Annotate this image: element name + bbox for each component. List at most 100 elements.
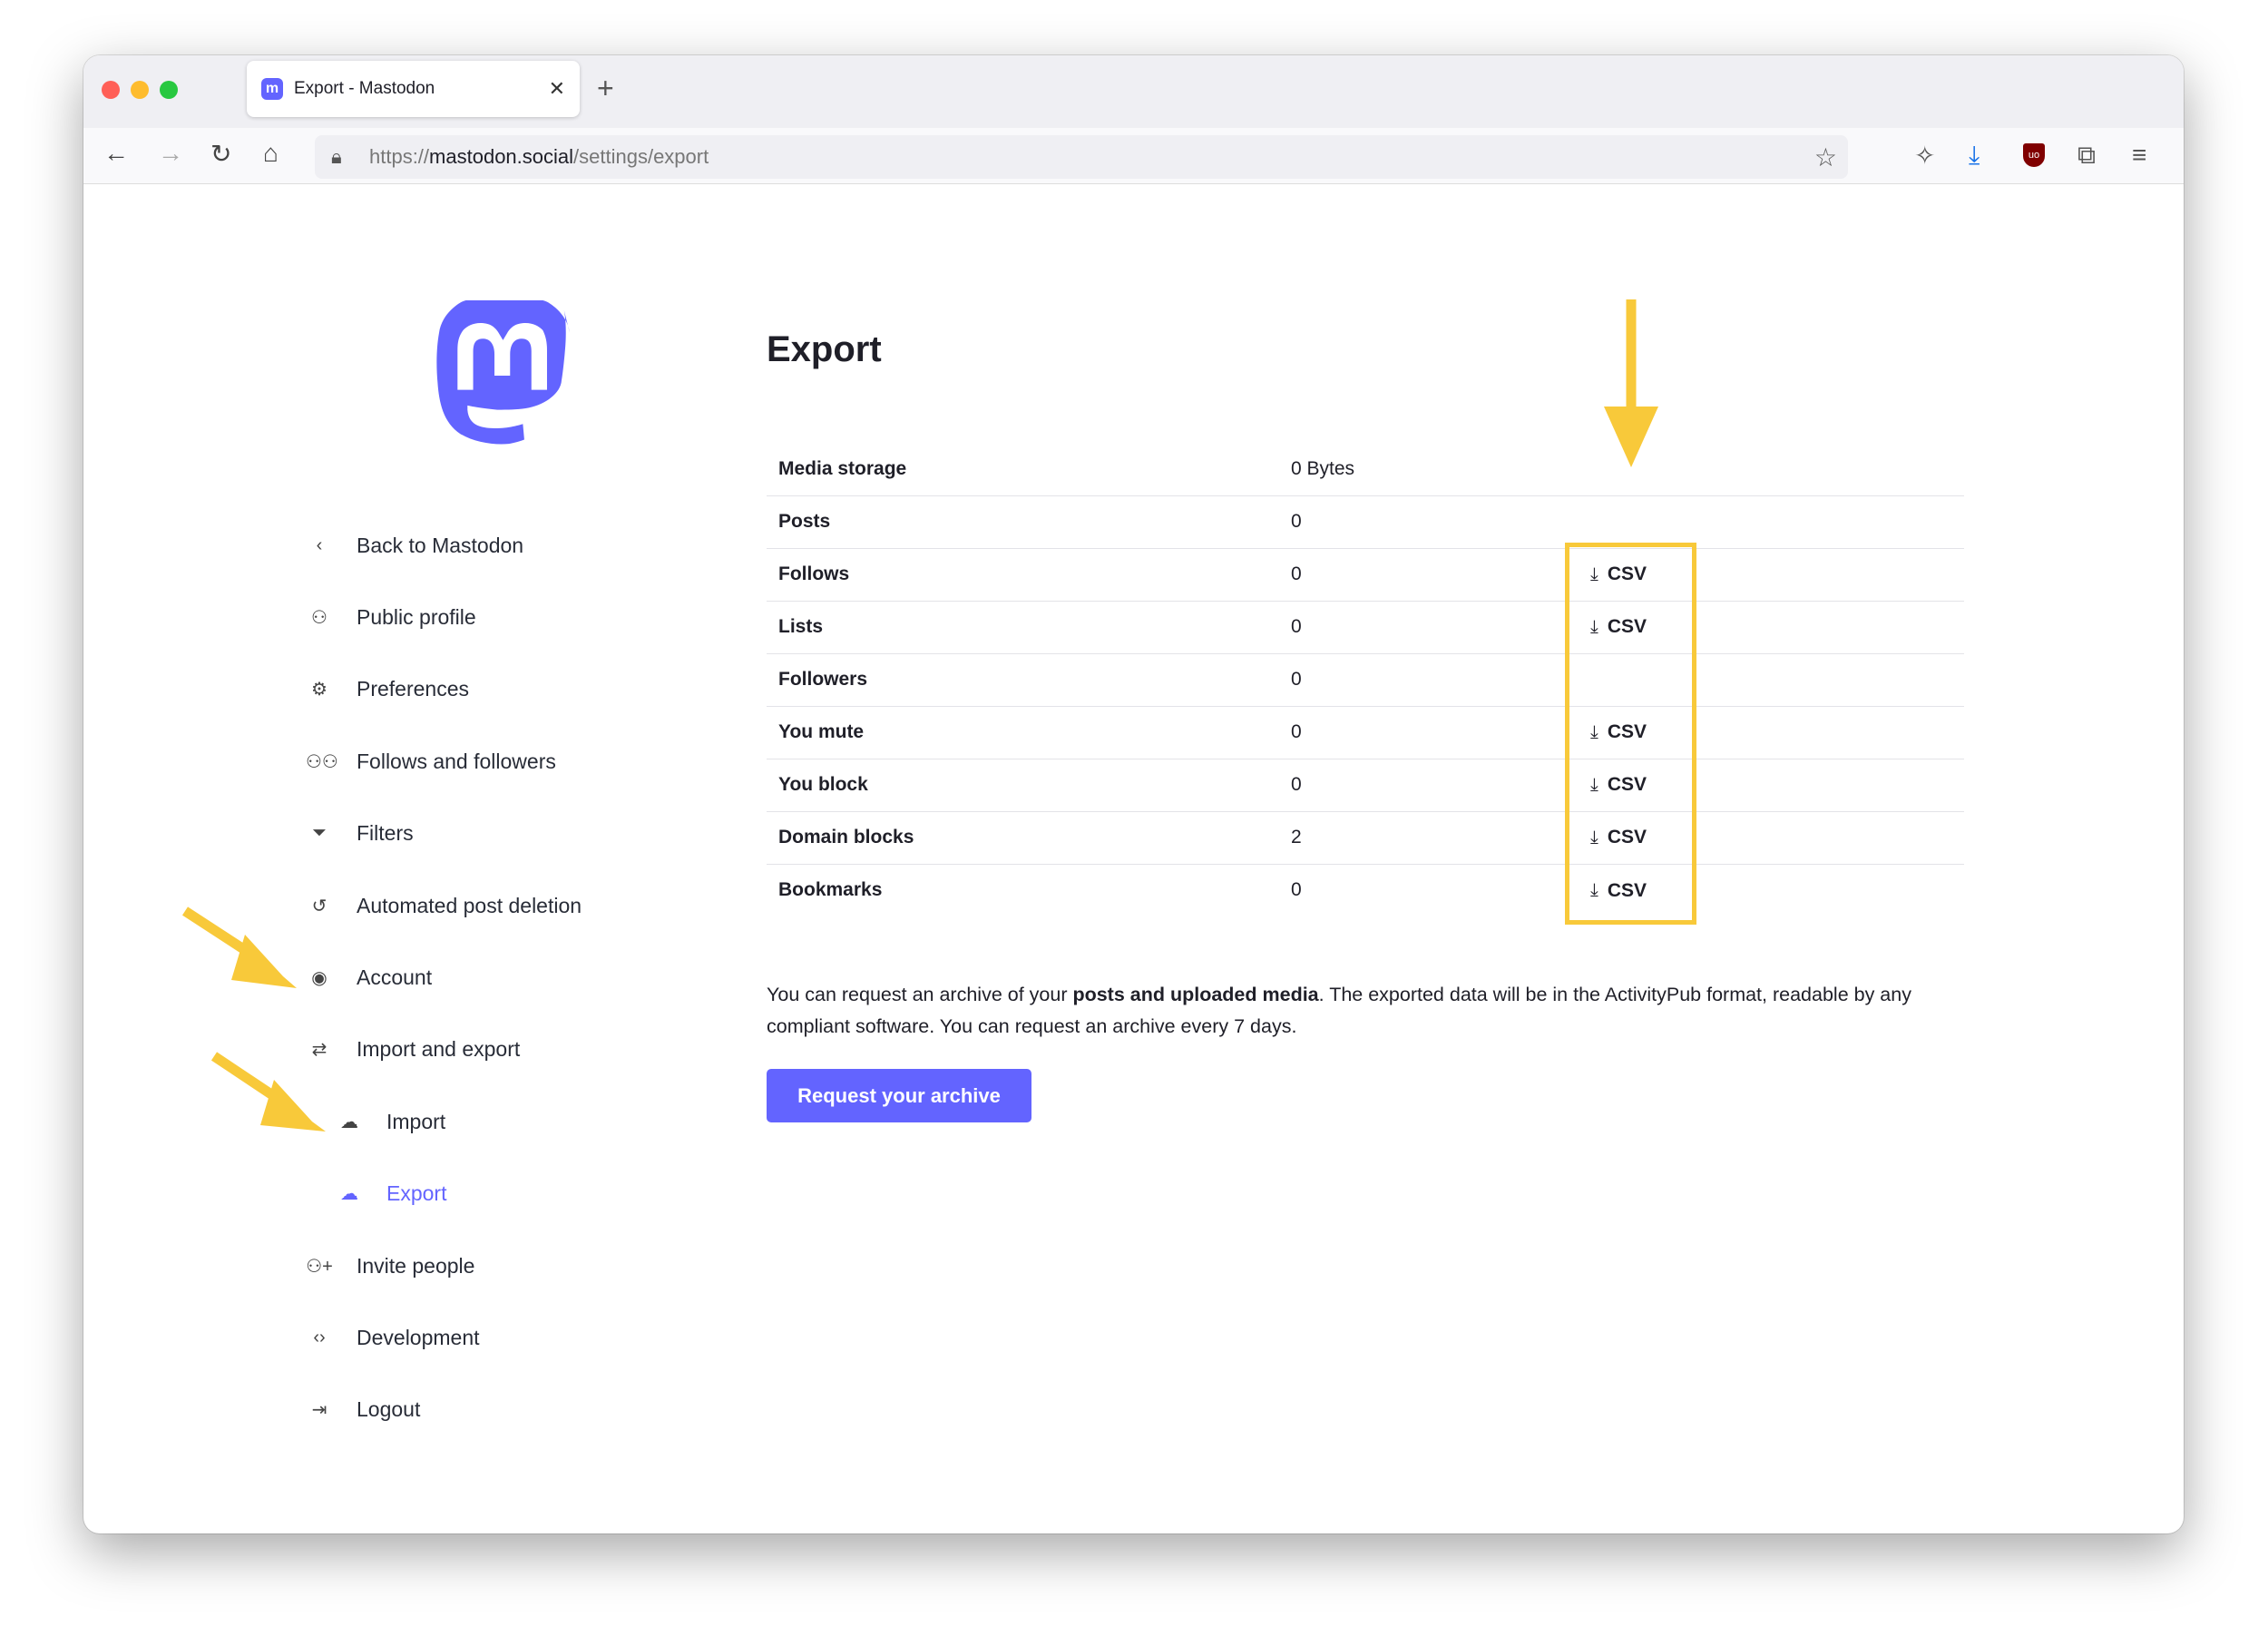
mastodon-icon: m [261,78,283,100]
para-text: . The exported data will be in the Activ… [767,984,1911,1037]
import-export-icon: ⇄ [311,1040,327,1061]
tab-title: Export - Mastodon [294,79,435,98]
row-value: 0 [1279,601,1579,654]
tab-export[interactable]: m Export - Mastodon ✕ [247,61,580,117]
row-action: ⤓ CSV [1579,601,1964,654]
table-row: You mute 0 ⤓ CSV [767,706,1964,759]
mastodon-logo [436,300,571,445]
forward-icon[interactable]: → [158,139,183,167]
close-tab-icon[interactable]: ✕ [548,77,565,100]
row-label: Followers [767,653,1279,707]
broom-icon[interactable]: ✧ [1914,142,1936,170]
sidebar-item-automated-post-deletion[interactable]: ↺ Automated post deletion [306,887,582,924]
back-icon[interactable]: ← [103,139,129,167]
lock-icon: 🔒︎ [331,145,342,168]
row-value: 0 [1279,706,1579,759]
url-prefix: https:// [369,145,430,168]
menu-icon[interactable]: ≡ [2132,141,2147,169]
download-csv-link[interactable]: ⤓ CSV [1590,563,1647,585]
highlight-box [1565,543,1696,925]
row-action [1579,443,1964,496]
page-content: ‹ Back to Mastodon ⚇ Public profile ⚙ Prefere… [83,184,2184,1533]
table-row: Media storage 0 Bytes [767,443,1964,496]
home-icon[interactable]: ⌂ [263,139,279,167]
csv-label: CSV [1607,879,1647,901]
sidebar-item-import[interactable]: ☁ Import [336,1103,445,1140]
sidebar-item-development[interactable]: ‹› Development [306,1319,480,1356]
download-icon: ⤓ [1590,721,1598,742]
code-icon: ‹› [313,1327,326,1347]
row-value: 2 [1279,811,1579,865]
tab-bar: m Export - Mastodon ✕ + [83,55,2184,128]
row-label: You mute [767,706,1279,759]
sidebar-item-follows-and-followers[interactable]: ⚇⚇ Follows and followers [306,743,556,779]
para-bold: posts and uploaded media [1072,984,1319,1005]
page-title: Export [767,329,882,369]
sidebar-item-label: Public profile [357,604,476,629]
new-tab-button[interactable]: + [597,72,614,104]
download-icon: ⤓ [1590,774,1598,795]
address-bar[interactable]: 🔒︎ https://mastodon.social/settings/expo… [315,135,1848,179]
download-icon: ⤓ [1590,563,1598,584]
row-action: ⤓ CSV [1579,811,1964,865]
row-value: 0 [1279,759,1579,812]
filter-icon: ⏷ [312,823,327,844]
sidebar-item-back-to-mastodon[interactable]: ‹ Back to Mastodon [306,527,523,563]
sidebar-item-label: Automated post deletion [357,893,582,917]
row-action [1579,653,1964,707]
download-csv-link[interactable]: ⤓ CSV [1590,774,1647,796]
download-icon: ⤓ [1590,880,1598,900]
download-csv-link[interactable]: ⤓ CSV [1590,880,1647,902]
toolbar: ← → ↻ ⌂ 🔒︎ https://mastodon.social/setti… [83,128,2184,184]
row-label: You block [767,759,1279,812]
sidebar-item-label: Import [386,1109,446,1133]
history-icon: ↺ [311,896,327,916]
chevron-left-icon: ‹ [316,534,323,555]
row-value: 0 [1279,653,1579,707]
sidebar-item-label: Preferences [357,677,470,701]
url-path: /settings/export [573,145,709,168]
gear-icon: ⚙ [311,680,327,701]
reload-icon[interactable]: ↻ [210,140,232,168]
maximize-window-button[interactable] [160,81,178,99]
sidebar-item-filters[interactable]: ⏷ Filters [306,816,414,852]
csv-label: CSV [1607,721,1647,743]
row-action [1579,495,1964,549]
row-value: 0 [1291,879,1302,901]
download-icon[interactable]: ⤓ [1969,141,1980,169]
request-archive-button[interactable]: Request your archive [767,1069,1031,1122]
sidebar-item-import-and-export[interactable]: ⇄ Import and export [306,1032,521,1068]
table-row: Lists 0 ⤓ CSV [767,601,1964,654]
table-row: Followers 0 [767,653,1964,707]
row-label: Posts [767,495,1279,549]
archive-description: You can request an archive of your posts… [767,979,1973,1043]
ublock-icon[interactable]: uo [2023,143,2045,167]
csv-label: CSV [1607,563,1647,585]
row-value: 0 [1279,548,1579,602]
sidebar-item-label: Filters [357,821,414,846]
sidebar-item-label: Development [357,1325,480,1349]
cloud-upload-icon: ☁ [340,1112,358,1132]
row-action: ⤓ CSV [1579,759,1964,812]
bookmark-star-icon[interactable]: ☆ [1813,142,1837,171]
table-row: Posts 0 [767,495,1964,549]
minimize-window-button[interactable] [131,81,149,99]
browser-window: m Export - Mastodon ✕ + ← → ↻ ⌂ 🔒︎ https… [83,55,2184,1533]
export-table: Media storage 0 Bytes Posts 0 Follows 0 ⤓ CSV Li… [767,443,1964,916]
table-row: Domain blocks 2 ⤓ CSV [767,811,1964,865]
sidebar-item-preferences[interactable]: ⚙ Preferences [306,671,469,708]
download-csv-link[interactable]: ⤓ CSV [1590,827,1647,848]
close-window-button[interactable] [102,81,120,99]
extensions-icon[interactable]: ⧉ [2077,141,2096,169]
sidebar-item-export[interactable]: ☁ Export [336,1176,446,1212]
sidebar-item-account[interactable]: ◉ Account [306,959,432,995]
user-circle-icon: ◉ [311,967,327,988]
row-value: 0 Bytes [1279,443,1579,496]
download-csv-link[interactable]: ⤓ CSV [1590,721,1647,743]
sidebar-item-logout[interactable]: ⇥ Logout [306,1392,421,1428]
download-csv-link[interactable]: ⤓ CSV [1590,616,1647,638]
csv-label: CSV [1607,616,1647,638]
sidebar-item-invite-people[interactable]: ⚇+ Invite people [306,1248,474,1284]
sidebar-item-public-profile[interactable]: ⚇ Public profile [306,599,476,635]
row-value: 0 [1279,495,1579,549]
